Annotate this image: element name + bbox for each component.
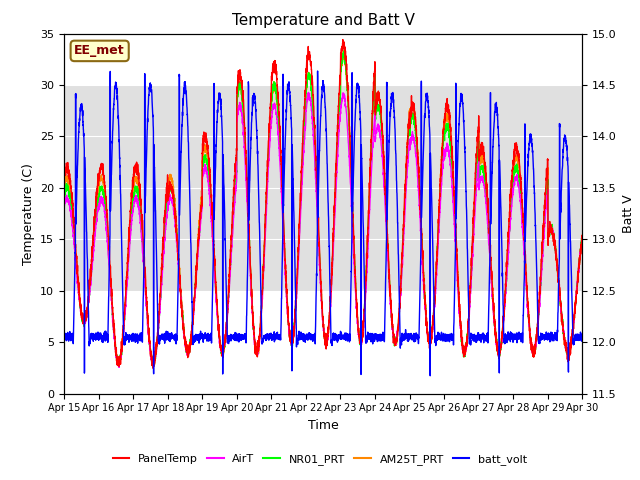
Title: Temperature and Batt V: Temperature and Batt V	[232, 13, 415, 28]
AirT	[411, 142, 419, 147]
AirT	[469, 254, 477, 260]
batt_volt	[411, 335, 419, 341]
AM25T_PRT	[115, 364, 123, 370]
PanelTemp	[154, 336, 161, 341]
PanelTemp	[149, 365, 157, 371]
NR01_PRT	[340, 48, 348, 54]
batt_volt	[469, 337, 477, 343]
AM25T_PRT	[339, 48, 347, 53]
Line: AirT: AirT	[64, 93, 582, 367]
Line: batt_volt: batt_volt	[64, 71, 582, 376]
Text: EE_met: EE_met	[74, 44, 125, 58]
AirT	[154, 340, 161, 346]
batt_volt	[60, 334, 68, 339]
batt_volt	[578, 331, 586, 337]
Line: AM25T_PRT: AM25T_PRT	[64, 50, 582, 367]
AM25T_PRT	[60, 182, 68, 188]
batt_volt	[304, 337, 312, 343]
PanelTemp	[60, 173, 68, 179]
NR01_PRT	[148, 363, 156, 369]
AirT	[578, 239, 586, 245]
NR01_PRT	[304, 73, 312, 79]
AM25T_PRT	[579, 235, 586, 240]
PanelTemp	[469, 240, 477, 246]
PanelTemp	[304, 52, 312, 58]
AM25T_PRT	[469, 235, 477, 241]
NR01_PRT	[411, 123, 419, 129]
PanelTemp	[578, 234, 586, 240]
AM25T_PRT	[304, 72, 312, 78]
Y-axis label: Batt V: Batt V	[623, 194, 636, 233]
batt_volt	[440, 335, 447, 340]
AM25T_PRT	[578, 239, 586, 245]
NR01_PRT	[440, 138, 447, 144]
PanelTemp	[579, 236, 586, 241]
Y-axis label: Temperature (C): Temperature (C)	[22, 163, 35, 264]
NR01_PRT	[469, 241, 477, 247]
Legend: PanelTemp, AirT, NR01_PRT, AM25T_PRT, batt_volt: PanelTemp, AirT, NR01_PRT, AM25T_PRT, ba…	[108, 450, 532, 469]
NR01_PRT	[154, 336, 161, 342]
PanelTemp	[440, 131, 447, 136]
batt_volt	[426, 373, 434, 379]
batt_volt	[154, 286, 161, 291]
AM25T_PRT	[411, 112, 419, 118]
batt_volt	[314, 68, 321, 74]
X-axis label: Time: Time	[308, 419, 339, 432]
AirT	[304, 91, 312, 97]
Bar	[64, 85, 582, 291]
PanelTemp	[339, 36, 347, 42]
AM25T_PRT	[440, 127, 447, 132]
batt_volt	[579, 337, 586, 343]
AirT	[440, 156, 447, 162]
Line: PanelTemp: PanelTemp	[64, 39, 582, 368]
NR01_PRT	[60, 191, 68, 196]
NR01_PRT	[578, 240, 586, 245]
Line: NR01_PRT: NR01_PRT	[64, 51, 582, 366]
AirT	[579, 235, 586, 241]
AirT	[115, 364, 123, 370]
AirT	[305, 90, 312, 96]
AM25T_PRT	[154, 334, 161, 339]
PanelTemp	[411, 108, 419, 114]
NR01_PRT	[579, 237, 586, 243]
AirT	[60, 204, 68, 209]
